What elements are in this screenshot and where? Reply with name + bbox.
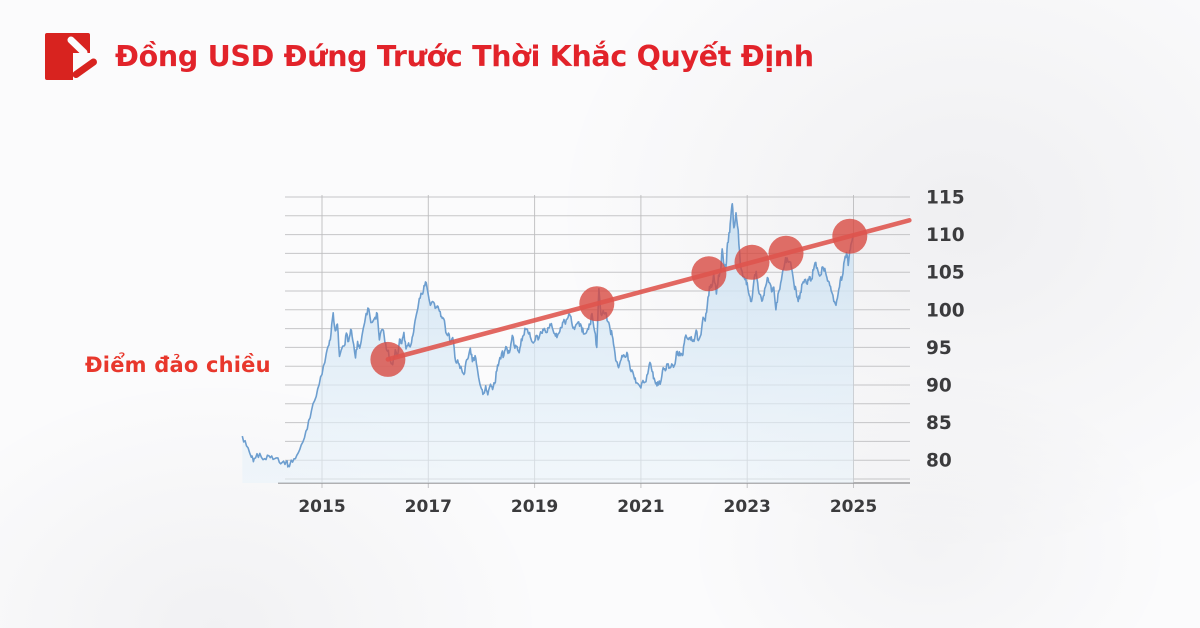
y-axis-tick-label: 110 xyxy=(926,225,965,246)
header: Đồng USD Đứng Trước Thời Khắc Quyết Định xyxy=(45,33,814,81)
y-axis-tick-label: 95 xyxy=(926,338,952,359)
reversal-point-label: Điểm đảo chiều xyxy=(85,353,271,377)
y-axis-tick-label: 105 xyxy=(926,263,965,284)
x-axis-tick-label: 2015 xyxy=(298,497,345,517)
y-axis-tick-label: 80 xyxy=(926,451,952,472)
page-title: Đồng USD Đứng Trước Thời Khắc Quyết Định xyxy=(115,39,814,73)
y-axis-tick-label: 85 xyxy=(926,413,952,434)
trendline xyxy=(385,218,912,362)
x-axis-tick-label: 2021 xyxy=(617,497,664,517)
usd-index-area xyxy=(242,203,854,484)
y-axis-tick-label: 90 xyxy=(926,376,952,397)
usd-index-line xyxy=(241,203,855,468)
x-axis-tick-label: 2025 xyxy=(830,497,877,517)
x-axis-tick-label: 2023 xyxy=(724,497,771,517)
y-axis-tick-label: 115 xyxy=(926,188,965,209)
note-pen-icon xyxy=(45,33,99,81)
y-axis-tick-label: 100 xyxy=(926,300,965,321)
x-axis-tick-label: 2017 xyxy=(405,497,452,517)
x-axis-tick-label: 2019 xyxy=(511,497,558,517)
